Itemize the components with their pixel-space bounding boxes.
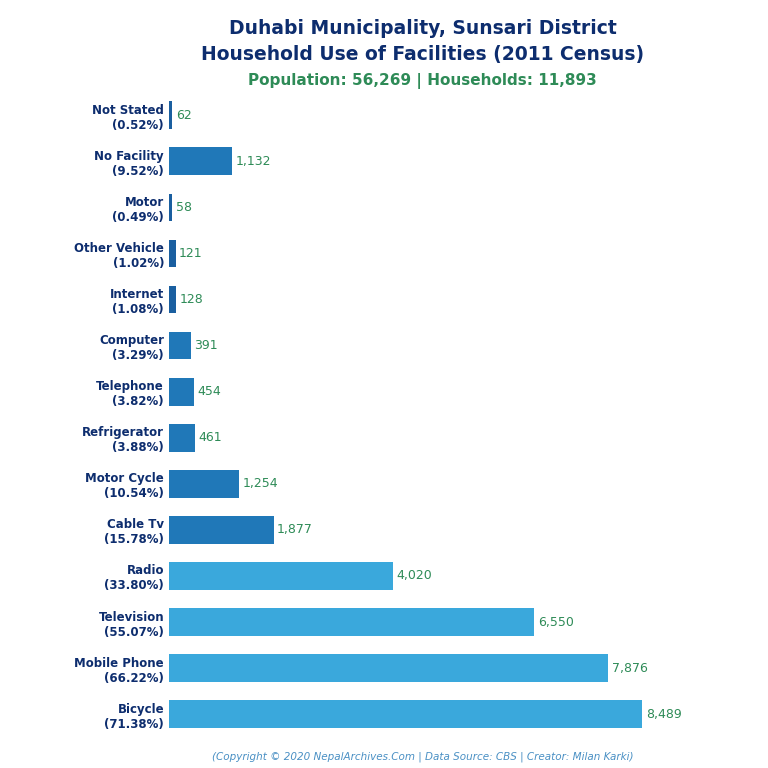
- Text: 1,877: 1,877: [277, 524, 313, 536]
- Text: 62: 62: [176, 109, 191, 121]
- Text: Household Use of Facilities (2011 Census): Household Use of Facilities (2011 Census…: [201, 45, 644, 64]
- Bar: [169, 147, 232, 175]
- Text: 4,020: 4,020: [396, 570, 432, 582]
- Bar: [169, 424, 194, 452]
- Text: 1,254: 1,254: [242, 478, 278, 490]
- Text: 1,132: 1,132: [236, 155, 271, 167]
- Text: (Copyright © 2020 NepalArchives.Com | Data Source: CBS | Creator: Milan Karki): (Copyright © 2020 NepalArchives.Com | Da…: [212, 751, 633, 762]
- Text: 128: 128: [180, 293, 204, 306]
- Bar: [169, 608, 535, 636]
- Bar: [169, 378, 194, 406]
- Bar: [169, 654, 608, 682]
- Text: 7,876: 7,876: [611, 662, 647, 674]
- Bar: [169, 562, 393, 590]
- Text: Population: 56,269 | Households: 11,893: Population: 56,269 | Households: 11,893: [248, 73, 597, 89]
- Text: 391: 391: [194, 339, 218, 352]
- Bar: [169, 286, 176, 313]
- Bar: [169, 332, 190, 359]
- Text: 6,550: 6,550: [538, 616, 574, 628]
- Bar: [169, 516, 273, 544]
- Text: 454: 454: [197, 386, 221, 398]
- Bar: [169, 470, 239, 498]
- Bar: [169, 240, 176, 267]
- Text: 461: 461: [198, 432, 222, 444]
- Bar: [169, 194, 172, 221]
- Bar: [169, 700, 643, 728]
- Text: 8,489: 8,489: [646, 708, 681, 720]
- Text: 58: 58: [176, 201, 191, 214]
- Text: 121: 121: [179, 247, 203, 260]
- Bar: [169, 101, 173, 129]
- Text: Duhabi Municipality, Sunsari District: Duhabi Municipality, Sunsari District: [229, 19, 616, 38]
